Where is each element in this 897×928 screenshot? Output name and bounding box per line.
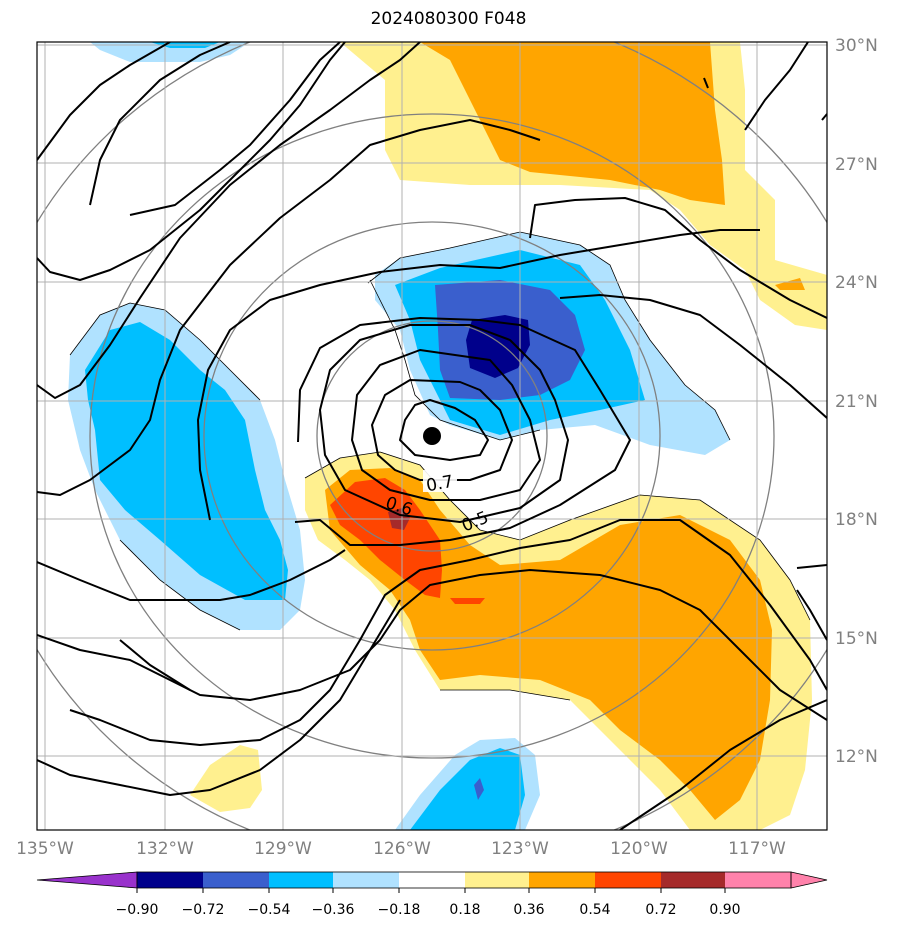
lat-labels: 30°N 27°N 24°N 21°N 18°N 15°N 12°N xyxy=(835,36,878,767)
shade-pos-ne-speck xyxy=(775,278,805,290)
colorbar-tick-label: 0.54 xyxy=(579,902,610,918)
colorbar-tick-label: 0.36 xyxy=(513,902,544,918)
lon-labels: 135°W 132°W 129°W 126°W 123°W 120°W 117°… xyxy=(16,839,786,859)
shade-pos-se-red xyxy=(330,478,442,598)
colorbar: −0.90 −0.72 −0.54 −0.36 −0.18 0.18 0.36 … xyxy=(36,871,828,918)
lat-label-24n: 24°N xyxy=(835,273,878,293)
lon-label-132w: 132°W xyxy=(136,839,194,859)
lon-label-126w: 126°W xyxy=(373,839,431,859)
range-rings xyxy=(37,42,827,830)
shade-pos-sw xyxy=(190,745,262,812)
shade-pos-se-red-speck xyxy=(450,598,485,604)
colorbar-extend-low xyxy=(36,871,138,889)
shade-neg-top xyxy=(90,42,250,62)
contour-label-07: 0.7 xyxy=(425,472,455,496)
colorbar-tick-label: −0.36 xyxy=(312,902,355,918)
map-content: 0.7 0.6 0.5 xyxy=(37,42,827,830)
shade-pos-ne xyxy=(420,42,725,205)
lat-label-15n: 15°N xyxy=(835,629,878,649)
map-border xyxy=(36,41,828,831)
colorbar-tick-label: −0.90 xyxy=(116,902,159,918)
shade-neg-south-dark xyxy=(474,778,484,800)
lon-label-135w: 135°W xyxy=(16,839,74,859)
colorbar-tick-label: 0.90 xyxy=(709,902,740,918)
black-contours xyxy=(37,42,827,830)
shade-neg-south xyxy=(410,748,525,830)
map-title: 2024080300 F048 xyxy=(370,9,527,29)
lon-label-123w: 123°W xyxy=(491,839,549,859)
colorbar-tick-label: −0.54 xyxy=(248,902,291,918)
shade-neg-west xyxy=(85,322,288,600)
lon-label-129w: 129°W xyxy=(254,839,312,859)
colorbar-extend-high xyxy=(790,871,828,889)
colorbar-tick-label: 0.72 xyxy=(645,902,676,918)
lat-label-18n: 18°N xyxy=(835,510,878,530)
lat-label-12n: 12°N xyxy=(835,747,878,767)
lat-label-21n: 21°N xyxy=(835,392,878,412)
colorbar-tick-label: −0.72 xyxy=(182,902,225,918)
storm-center-marker xyxy=(423,427,441,445)
lat-label-30n: 30°N xyxy=(835,36,878,56)
lon-label-120w: 120°W xyxy=(610,839,668,859)
colorbar-tick-label: 0.18 xyxy=(449,902,480,918)
colorbar-tick-label: −0.18 xyxy=(378,902,421,918)
shade-neg-center-core xyxy=(466,315,530,378)
lat-label-27n: 27°N xyxy=(835,155,878,175)
lon-label-117w: 117°W xyxy=(728,839,786,859)
